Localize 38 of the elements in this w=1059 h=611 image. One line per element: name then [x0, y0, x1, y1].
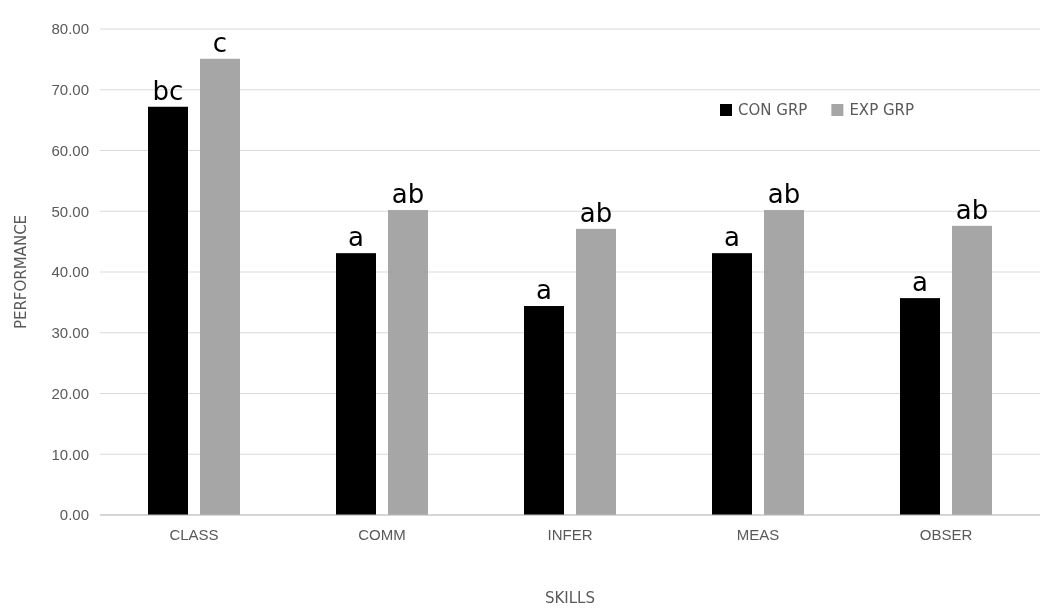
- bar: [764, 210, 804, 515]
- y-tick-label: 70.00: [51, 81, 89, 99]
- legend-label: EXP GRP: [849, 101, 915, 119]
- y-tick-label: 0.00: [59, 506, 89, 524]
- data-label: a: [348, 222, 364, 253]
- bar: [712, 253, 752, 515]
- data-label: a: [536, 275, 552, 306]
- y-tick-label: 20.00: [51, 384, 89, 402]
- bar: [952, 225, 992, 515]
- x-tick-label: INFER: [547, 525, 593, 543]
- data-label: c: [212, 27, 228, 58]
- y-axis-title: PERFORMANCE: [12, 214, 30, 330]
- data-label: a: [724, 222, 740, 253]
- x-axis-title: SKILLS: [544, 589, 596, 607]
- x-tick-label: CLASS: [169, 525, 219, 543]
- y-tick-label: 10.00: [51, 445, 89, 463]
- x-tick-label: MEAS: [736, 525, 780, 543]
- data-label: ab: [391, 179, 425, 210]
- bar: [388, 210, 428, 515]
- data-label: bc: [152, 75, 184, 106]
- bar: [524, 306, 564, 515]
- bar: [900, 298, 940, 515]
- x-tick-label: COMM: [358, 525, 406, 543]
- bar: [200, 58, 240, 515]
- data-label: a: [912, 267, 928, 298]
- y-tick-label: 30.00: [51, 324, 89, 342]
- bar: [336, 253, 376, 515]
- legend-label: CON GRP: [738, 101, 808, 119]
- data-label: ab: [955, 194, 989, 225]
- bar: [576, 228, 616, 515]
- bar: [148, 106, 188, 515]
- y-tick-label: 80.00: [51, 20, 89, 38]
- x-tick-label: OBSER: [919, 525, 973, 543]
- y-tick-label: 40.00: [51, 263, 89, 281]
- y-tick-label: 50.00: [51, 202, 89, 220]
- data-label: ab: [579, 197, 613, 228]
- data-label: ab: [767, 179, 801, 210]
- y-tick-label: 60.00: [51, 141, 89, 159]
